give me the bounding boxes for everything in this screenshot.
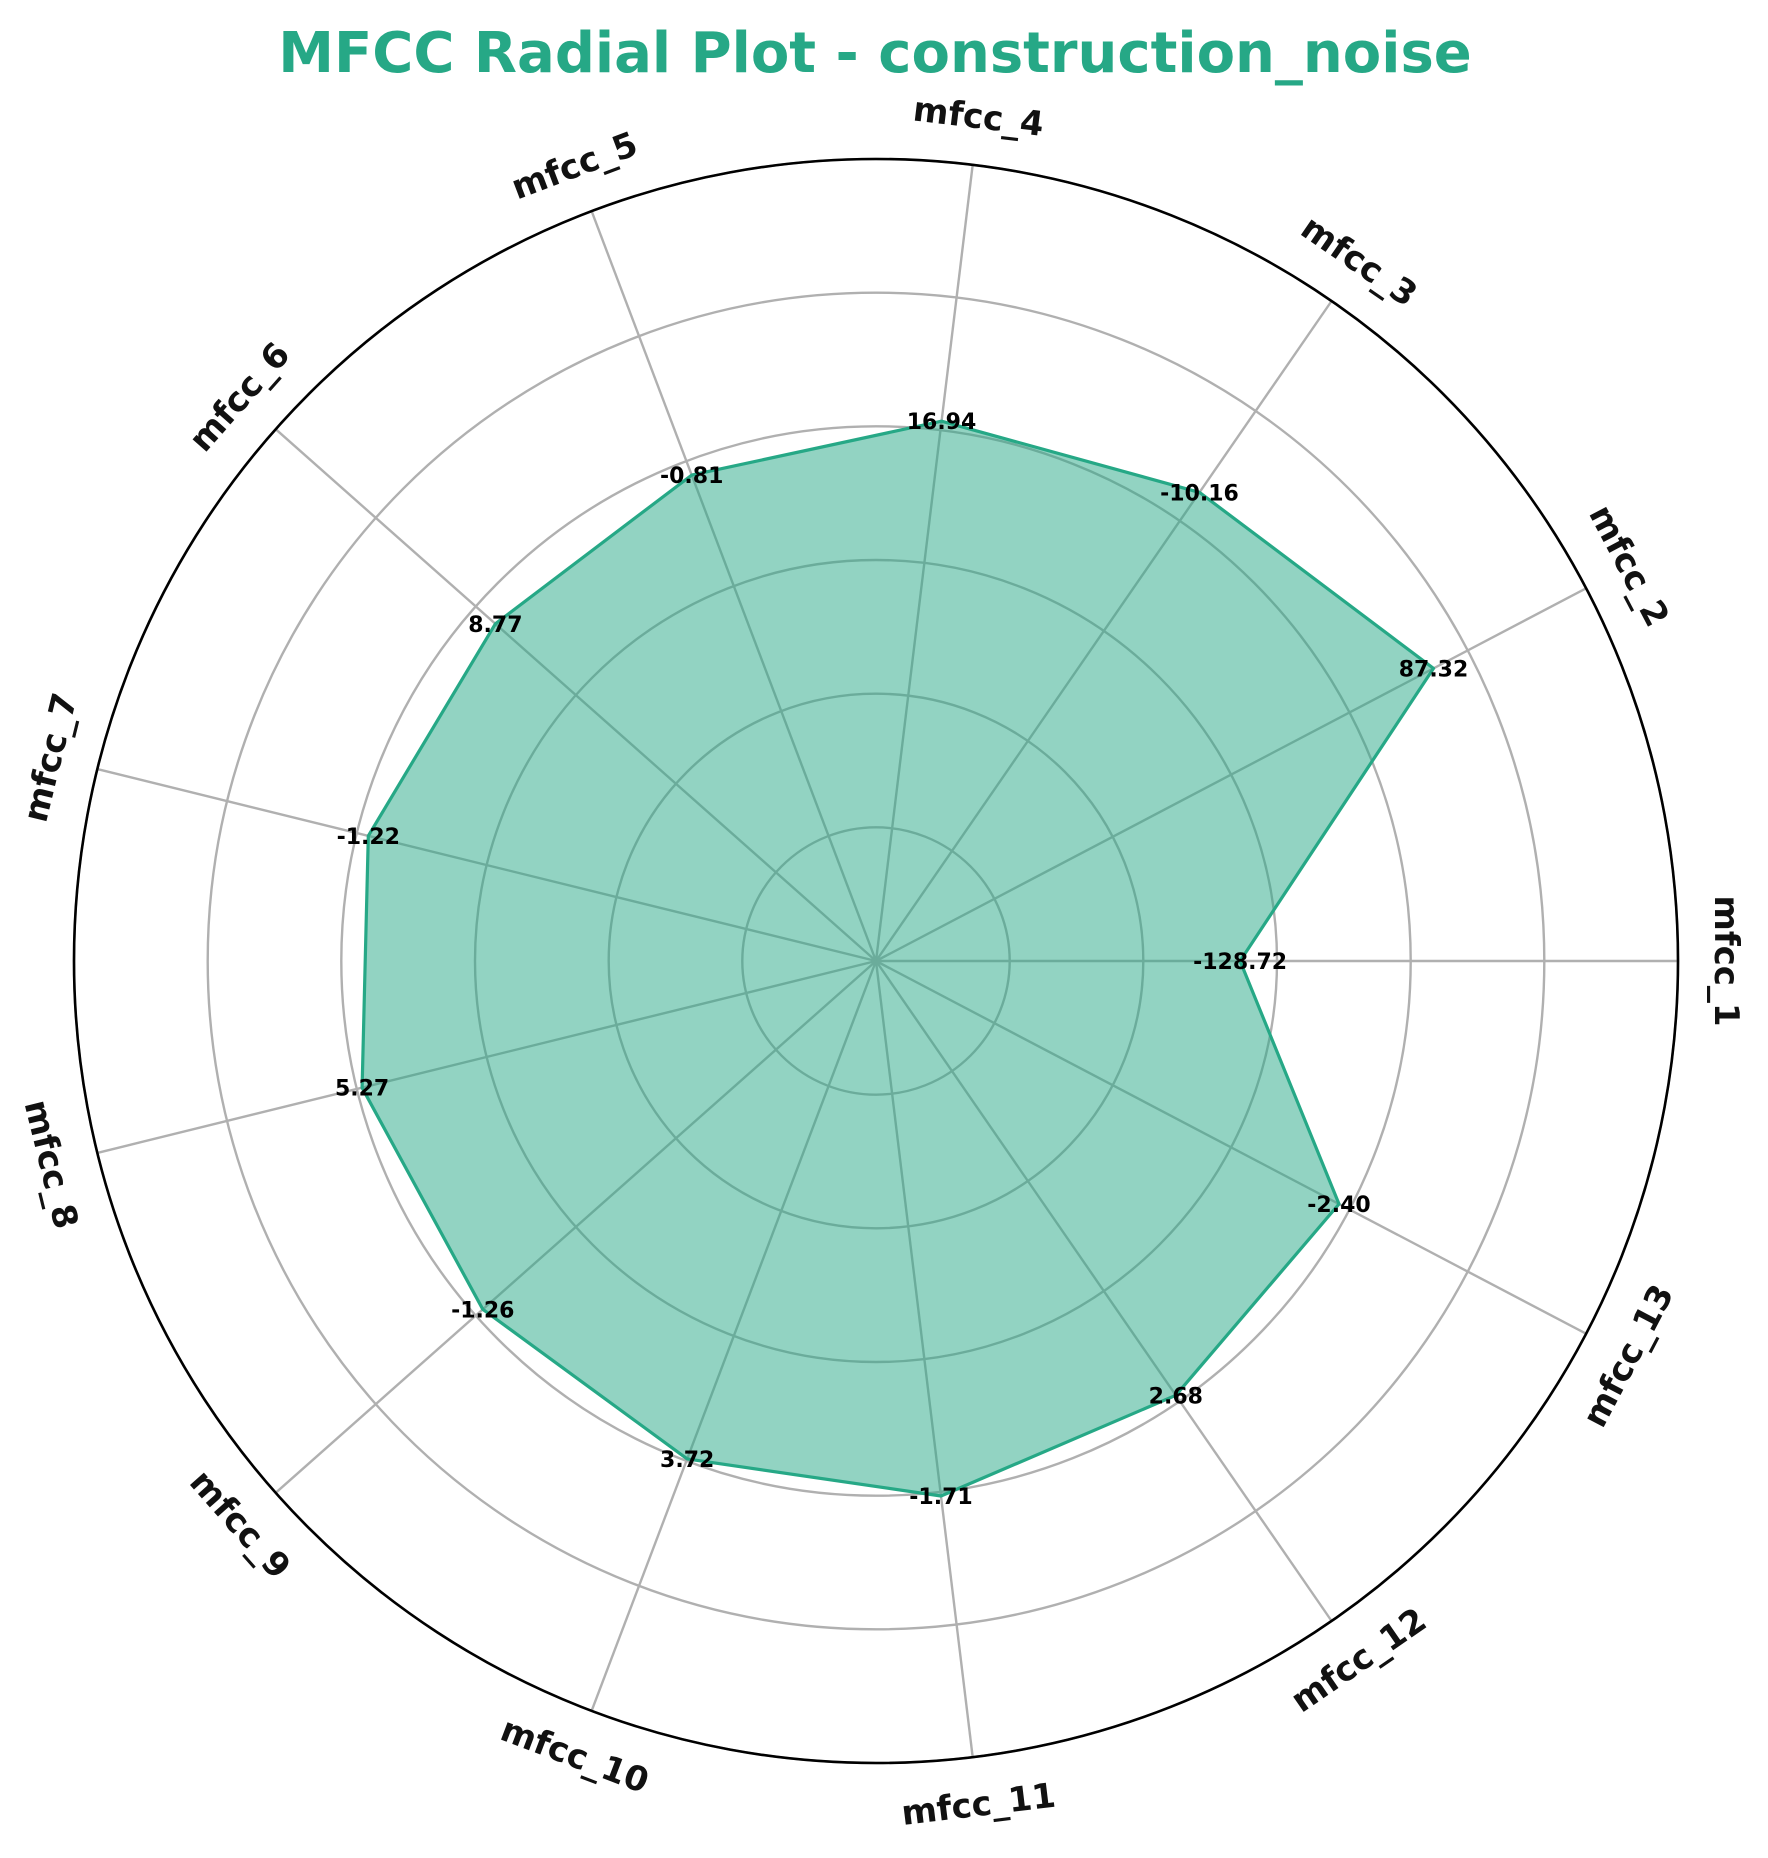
axis-label-mfcc_3: mfcc_3 [1294, 208, 1425, 315]
data-label-mfcc_2: 87.32 [1399, 657, 1469, 682]
axis-label-mfcc_9: mfcc_9 [181, 1462, 298, 1587]
data-label-mfcc_11: -1.71 [909, 1485, 972, 1510]
data-label-mfcc_7: -1.22 [337, 825, 400, 850]
data-label-mfcc_6: 8.77 [468, 613, 522, 638]
data-label-mfcc_5: -0.81 [660, 464, 723, 489]
data-label-mfcc_13: -2.40 [1307, 1193, 1370, 1218]
data-label-mfcc_8: 5.27 [335, 1077, 389, 1102]
data-label-mfcc_12: 2.68 [1149, 1384, 1203, 1409]
axis-label-mfcc_12: mfcc_12 [1284, 1600, 1434, 1721]
data-label-mfcc_9: -1.26 [451, 1298, 514, 1323]
axis-label-mfcc_8: mfcc_8 [16, 1096, 86, 1233]
data-label-mfcc_1: -128.72 [1193, 950, 1287, 975]
axis-label-mfcc_4: mfcc_4 [911, 89, 1046, 144]
axis-label-mfcc_1: mfcc_1 [1706, 895, 1746, 1026]
axis-label-mfcc_2: mfcc_2 [1580, 499, 1676, 634]
axis-label-mfcc_5: mfcc_5 [506, 124, 643, 208]
chart-title: MFCC Radial Plot - construction_noise [278, 21, 1472, 86]
data-label-mfcc_3: -10.16 [1160, 481, 1239, 506]
axis-label-mfcc_13: mfcc_13 [1575, 1278, 1682, 1434]
axis-label-mfcc_7: mfcc_7 [16, 689, 86, 826]
axis-label-mfcc_6: mfcc_6 [181, 335, 298, 460]
series-area [360, 419, 1436, 1498]
data-labels: -128.72 87.32 -10.16 16.94 -0.81 8.77 -1.22 5.2… [335, 410, 1468, 1510]
series-polygon [360, 419, 1436, 1498]
outer-ring [72, 157, 1680, 1765]
axis-label-mfcc_11: mfcc_11 [899, 1776, 1058, 1834]
data-label-mfcc_10: 3.72 [660, 1448, 714, 1473]
data-label-mfcc_4: 16.94 [907, 410, 977, 435]
